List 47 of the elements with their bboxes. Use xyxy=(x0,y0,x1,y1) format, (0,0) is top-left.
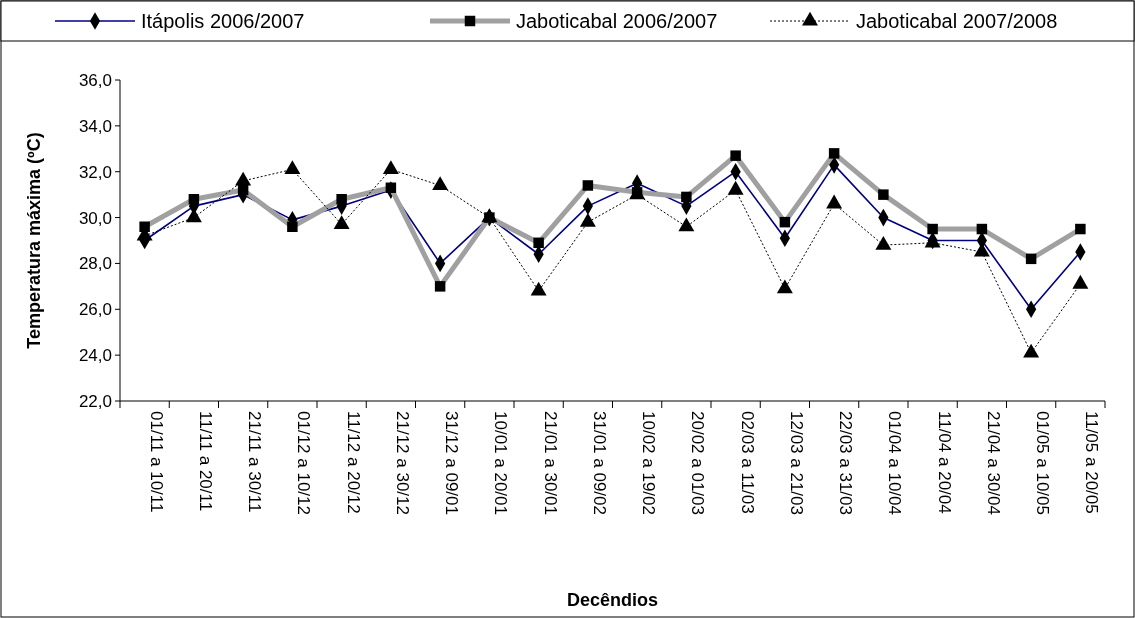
x-tick-label: 10/02 a 19/02 xyxy=(639,411,659,515)
y-tick-label: 26,0 xyxy=(78,300,112,320)
x-tick-label: 11/11 a 20/11 xyxy=(195,411,215,512)
x-tick-label: 31/01 a 09/02 xyxy=(589,411,609,515)
x-tick-label: 11/12 a 20/12 xyxy=(343,411,363,514)
point xyxy=(579,212,596,227)
x-tick-label: 21/01 a 30/01 xyxy=(540,411,560,515)
point xyxy=(1023,343,1040,358)
x-tick-label: 01/12 a 10/12 xyxy=(294,411,314,515)
x-tick-label: 12/03 a 21/03 xyxy=(786,411,806,515)
y-tick-label: 24,0 xyxy=(78,346,112,366)
y-tick-label: 32,0 xyxy=(78,162,112,182)
x-tick-label: 01/11 a 10/11 xyxy=(146,411,166,513)
point xyxy=(826,194,843,209)
y-axis-title: Temperatura máxima (ºC) xyxy=(24,132,44,349)
x-tick-label: 01/04 a 10/04 xyxy=(885,411,905,515)
point xyxy=(333,215,350,230)
x-tick-label: 11/05 a 20/05 xyxy=(1082,411,1102,514)
point xyxy=(235,171,252,186)
legend-label: Jaboticabal 2006/2007 xyxy=(516,10,718,32)
point xyxy=(776,279,793,294)
point xyxy=(727,180,744,195)
legend-label: Itápolis 2006/2007 xyxy=(141,10,305,32)
point xyxy=(1072,274,1089,289)
x-tick-label: 11/04 a 20/04 xyxy=(934,411,954,514)
x-tick-label: 21/04 a 30/04 xyxy=(983,411,1003,515)
point xyxy=(875,235,892,250)
point xyxy=(382,160,399,175)
y-tick-label: 28,0 xyxy=(78,254,112,274)
point xyxy=(284,160,301,175)
point xyxy=(530,281,547,296)
point xyxy=(432,176,449,191)
x-tick-label: 10/01 a 20/01 xyxy=(491,411,511,515)
x-tick-label: 31/12 a 09/01 xyxy=(442,411,462,515)
legend-label: Jaboticabal 2007/2008 xyxy=(856,10,1058,32)
x-axis-title: Decêndios xyxy=(566,590,659,610)
x-tick-label: 22/03 a 31/03 xyxy=(836,411,856,515)
x-tick-label: 02/03 a 11/03 xyxy=(737,411,757,514)
y-tick-label: 36,0 xyxy=(78,70,112,90)
y-tick-label: 34,0 xyxy=(78,116,112,136)
y-tick-label: 30,0 xyxy=(78,208,112,228)
x-tick-label: 20/02 a 01/03 xyxy=(688,411,708,515)
x-tick-label: 01/05 a 10/05 xyxy=(1033,411,1053,515)
y-tick-label: 22,0 xyxy=(78,391,112,411)
point xyxy=(678,217,695,232)
x-tick-label: 21/11 a 30/11 xyxy=(245,411,265,513)
x-tick-label: 21/12 a 30/12 xyxy=(392,411,412,515)
